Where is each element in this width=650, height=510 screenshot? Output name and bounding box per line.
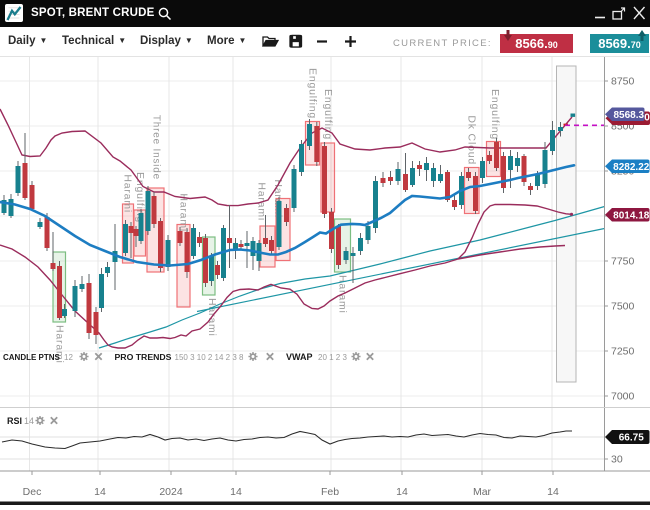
svg-text:14: 14 — [396, 486, 408, 498]
svg-text:Dec: Dec — [23, 486, 42, 498]
svg-text:2024: 2024 — [159, 486, 183, 498]
svg-text:CANDLE PTNS: CANDLE PTNS — [3, 353, 61, 362]
svg-text:Engulfing: Engulfing — [307, 68, 319, 119]
svg-text:VWAP: VWAP — [286, 352, 313, 362]
svg-text:Engulfing: Engulfing — [134, 172, 146, 223]
svg-text:8282.22: 8282.22 — [613, 162, 650, 173]
svg-text:8568.3: 8568.3 — [613, 110, 644, 121]
svg-text:8750: 8750 — [611, 76, 635, 88]
svg-text:7000: 7000 — [611, 391, 635, 403]
svg-text:Harami: Harami — [54, 325, 66, 364]
svg-text:14: 14 — [24, 416, 34, 426]
svg-text:66.75: 66.75 — [619, 433, 644, 444]
svg-text:Three Inside: Three Inside — [150, 115, 161, 180]
svg-text:12: 12 — [64, 353, 73, 362]
svg-text:14: 14 — [230, 486, 242, 498]
svg-text:Engulfing: Engulfing — [489, 89, 501, 140]
svg-text:8014.18: 8014.18 — [613, 210, 650, 221]
svg-text:Dk Cloud: Dk Cloud — [466, 115, 478, 165]
svg-text:14: 14 — [547, 486, 559, 498]
svg-text:20 1 2 3: 20 1 2 3 — [318, 353, 347, 362]
svg-text:7750: 7750 — [611, 256, 635, 268]
svg-text:150 3 10 2 14 2 3 8: 150 3 10 2 14 2 3 8 — [175, 353, 245, 362]
svg-text:7500: 7500 — [611, 301, 635, 313]
svg-text:Mar: Mar — [473, 486, 492, 498]
svg-text:RSI: RSI — [7, 416, 22, 426]
svg-text:30: 30 — [611, 454, 623, 466]
svg-text:Engulfing: Engulfing — [322, 89, 334, 140]
svg-text:Feb: Feb — [321, 486, 339, 498]
svg-text:14: 14 — [94, 486, 106, 498]
svg-text:PRO TRENDS: PRO TRENDS — [115, 352, 172, 362]
svg-text:Harami: Harami — [178, 193, 190, 232]
svg-text:7250: 7250 — [611, 346, 635, 358]
svg-text:Harami: Harami — [122, 174, 134, 213]
